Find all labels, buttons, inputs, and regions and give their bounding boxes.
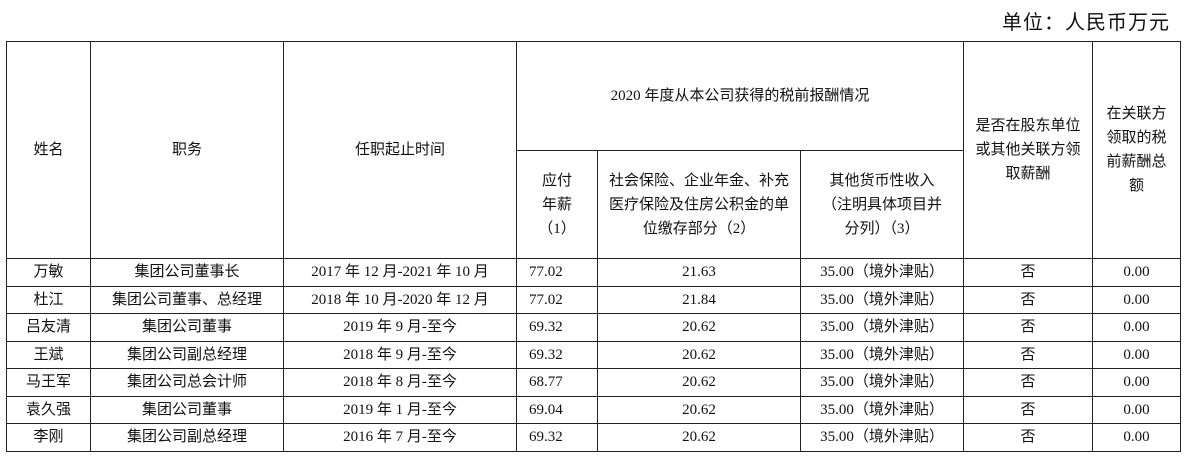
table-cell: 35.00（境外津贴）: [799, 285, 965, 314]
header-cell: 社会保险、企业年金、补充医疗保险及住房公积金的单位缴存部分（2）: [597, 150, 801, 259]
header-cell: 在关联方领取的税前薪酬总额: [1092, 41, 1182, 259]
table-cell: 21.84: [597, 285, 801, 314]
table-cell: 35.00（境外津贴）: [799, 368, 965, 397]
header-cell: 职务: [90, 41, 284, 259]
table-row: 李刚 集团公司副总经理 2016 年 7 月-至今 69.32 20.62 35.00（境…: [6, 423, 1182, 452]
table-cell: 69.04: [516, 395, 598, 424]
table-cell: 否: [963, 368, 1094, 397]
table-cell: 吕友清: [6, 313, 91, 342]
table-row: 万敏 集团公司董事长 2017 年 12 月-2021 年 10 月 77.02 21.…: [6, 258, 1182, 287]
table-cell: 20.62: [597, 340, 801, 369]
table-cell: 35.00（境外津贴）: [799, 340, 965, 369]
table-cell: 20.62: [597, 313, 801, 342]
table-row: 王斌 集团公司副总经理 2018 年 9 月-至今 69.32 20.62 35.00（境…: [6, 340, 1182, 369]
table-row: 吕友清 集团公司董事 2019 年 9 月-至今 69.32 20.62 35.00（境外…: [6, 313, 1182, 342]
table-cell: 2016 年 7 月-至今: [283, 423, 517, 452]
table-cell: 王斌: [6, 340, 91, 369]
table-cell: 77.02: [516, 285, 598, 314]
table-cell: 69.32: [516, 313, 598, 342]
table-cell: 杜江: [6, 285, 91, 314]
table-cell: 0.00: [1092, 285, 1182, 314]
table-cell: 20.62: [597, 423, 801, 452]
header-cell: 姓名: [6, 41, 91, 259]
unit-label: 单位：人民币万元: [1002, 12, 1170, 34]
table-header: 姓名 职务 任职起止时间 2020 年度从本公司获得的税前报酬情况 是否在股东单…: [6, 41, 1182, 259]
table-cell: 袁久强: [6, 395, 91, 424]
table-cell: 0.00: [1092, 313, 1182, 342]
table-cell: 35.00（境外津贴）: [799, 313, 965, 342]
table-cell: 0.00: [1092, 423, 1182, 452]
table-cell: 否: [963, 258, 1094, 287]
table-cell: 集团公司副总经理: [90, 340, 284, 369]
header-cell: 任职起止时间: [283, 41, 517, 259]
table-cell: 35.00（境外津贴）: [799, 258, 965, 287]
table-cell: 77.02: [516, 258, 598, 287]
table-cell: 2018 年 9 月-至今: [283, 340, 517, 369]
table-cell: 0.00: [1092, 368, 1182, 397]
table-cell: 69.32: [516, 340, 598, 369]
table-row: 马王军 集团公司总会计师 2018 年 8 月-至今 68.77 20.62 35.00（…: [6, 368, 1182, 397]
header-cell: 2020 年度从本公司获得的税前报酬情况: [515, 41, 965, 151]
table-cell: 20.62: [597, 395, 801, 424]
table-cell: 0.00: [1092, 340, 1182, 369]
table-cell: 35.00（境外津贴）: [799, 395, 965, 424]
table-cell: 李刚: [6, 423, 91, 452]
table-cell: 否: [963, 395, 1094, 424]
table-cell: 2018 年 10 月-2020 年 12 月: [283, 285, 517, 314]
table-cell: 马王军: [6, 368, 91, 397]
table-cell: 0.00: [1092, 258, 1182, 287]
table-cell: 否: [963, 423, 1094, 452]
table-cell: 否: [963, 340, 1094, 369]
table-cell: 2018 年 8 月-至今: [283, 368, 517, 397]
table-cell: 集团公司总会计师: [90, 368, 284, 397]
header-cell: 应付年薪（1）: [516, 150, 598, 259]
table-row: 杜江 集团公司董事、总经理 2018 年 10 月-2020 年 12 月 77.02…: [6, 285, 1182, 314]
table-cell: 69.32: [516, 423, 598, 452]
table-cell: 21.63: [597, 258, 801, 287]
table-cell: 集团公司董事、总经理: [90, 285, 284, 314]
table-cell: 68.77: [516, 368, 598, 397]
table-cell: 2017 年 12 月-2021 年 10 月: [283, 258, 517, 287]
table-cell: 35.00（境外津贴）: [799, 423, 965, 452]
table-cell: 集团公司董事: [90, 395, 284, 424]
header-cell: 其他货币性收入（注明具体项目并分列）（3）: [799, 150, 965, 259]
table-cell: 否: [963, 285, 1094, 314]
table-cell: 集团公司副总经理: [90, 423, 284, 452]
table-cell: 0.00: [1092, 395, 1182, 424]
table-body: 万敏 集团公司董事长 2017 年 12 月-2021 年 10 月 77.02 21.…: [6, 258, 1182, 452]
table-cell: 否: [963, 313, 1094, 342]
salary-table: 姓名 职务 任职起止时间 2020 年度从本公司获得的税前报酬情况 是否在股东单…: [6, 41, 1182, 452]
table-cell: 万敏: [6, 258, 91, 287]
table-cell: 2019 年 9 月-至今: [283, 313, 517, 342]
table-cell: 2019 年 1 月-至今: [283, 395, 517, 424]
table-cell: 集团公司董事: [90, 313, 284, 342]
table-cell: 集团公司董事长: [90, 258, 284, 287]
table-row: 袁久强 集团公司董事 2019 年 1 月-至今 69.04 20.62 35.00（境外…: [6, 395, 1182, 424]
table-cell: 20.62: [597, 368, 801, 397]
header-cell: 是否在股东单位或其他关联方领取薪酬: [963, 41, 1094, 259]
